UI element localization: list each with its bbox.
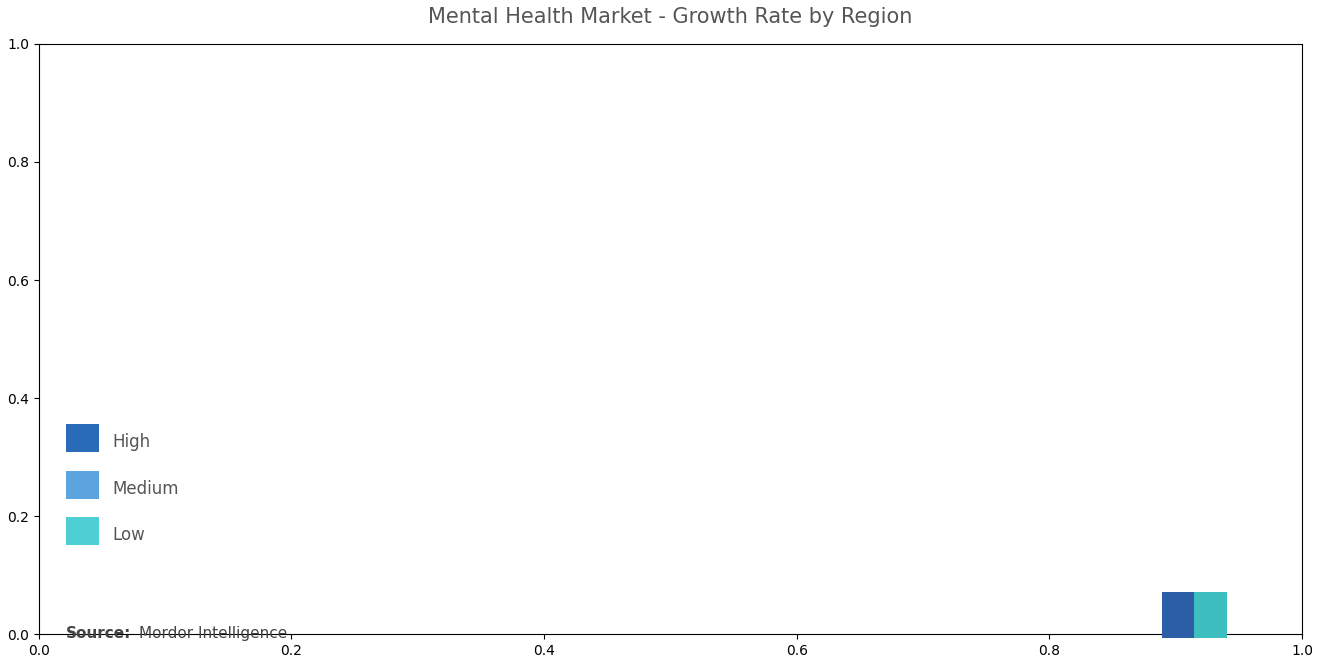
Text: High: High	[112, 433, 150, 452]
Text: Source:: Source:	[66, 626, 132, 642]
Text: Medium: Medium	[112, 479, 178, 498]
Title: Mental Health Market - Growth Rate by Region: Mental Health Market - Growth Rate by Re…	[428, 7, 912, 27]
Text: Low: Low	[112, 526, 145, 545]
Text: Mordor Intelligence: Mordor Intelligence	[139, 626, 286, 642]
